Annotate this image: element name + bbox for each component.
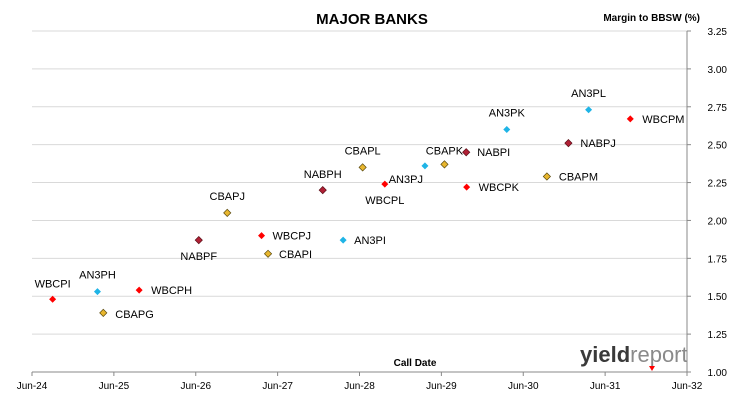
point-wbcpj — [258, 232, 266, 240]
y-tick-label: 2.75 — [708, 103, 728, 114]
y-axis-label: Margin to BBSW (%) — [603, 13, 700, 24]
point-nabpf — [194, 236, 203, 245]
point-label-cbapi: CBAPI — [279, 249, 312, 261]
point-an3pi — [339, 236, 347, 244]
point-label-cbapj: CBAPJ — [210, 191, 245, 203]
x-tick-label: Jun-25 — [99, 381, 130, 392]
point-wbcph — [135, 286, 143, 294]
point-wbcpk — [463, 183, 471, 191]
point-label-cbapl: CBAPL — [345, 145, 381, 157]
point-an3ph — [93, 288, 101, 296]
y-tick-label: 1.75 — [708, 254, 728, 265]
point-label-wbcpi: WBCPI — [35, 278, 71, 290]
x-ticks: Jun-24 Jun-25 Jun-26 Jun-27 Jun-28 Jun-29 Jun-… — [17, 381, 703, 392]
svg-text:yieldreport: yieldreport — [580, 342, 688, 367]
point-cbapi — [263, 249, 273, 258]
yieldreport-logo: yieldreport — [580, 342, 688, 371]
point-label-cbapg: CBAPG — [115, 309, 154, 321]
grid-layer — [32, 30, 687, 335]
point-label-wbcpm: WBCPM — [642, 114, 684, 126]
logo-yield-text: yield — [580, 342, 630, 367]
point-label-wbcpl: WBCPL — [365, 195, 404, 207]
x-axis-label: Call Date — [394, 358, 437, 369]
y-tick-label: 3.25 — [708, 27, 728, 38]
point-label-cbapk: CBAPK — [426, 145, 464, 157]
point-label-wbcpj: WBCPJ — [273, 231, 312, 243]
point-cbapk — [440, 160, 449, 169]
x-tick-label: Jun-31 — [590, 381, 621, 392]
point-cbapm — [542, 172, 551, 181]
point-label-wbcpk: WBCPK — [479, 182, 520, 194]
y-tick-label: 3.00 — [708, 65, 728, 76]
x-tick-label: Jun-24 — [17, 381, 48, 392]
y-tick-label: 1.25 — [708, 330, 728, 341]
y-tick-label: 1.50 — [708, 292, 728, 303]
point-nabpi — [462, 148, 471, 157]
y-ticks: 1.00 1.25 1.50 1.75 2.00 2.25 2.50 2.75 3.00 3.25 — [708, 27, 728, 379]
point-label-wbcph: WBCPH — [151, 285, 192, 297]
chart-title: MAJOR BANKS — [316, 11, 428, 28]
point-cbapl — [358, 163, 367, 172]
point-an3pk — [503, 126, 511, 134]
x-tick-label: Jun-29 — [426, 381, 457, 392]
x-tick-label: Jun-28 — [344, 381, 375, 392]
point-wbcpi — [49, 295, 57, 303]
point-label-an3pj: AN3PJ — [389, 174, 423, 186]
x-tick-label: Jun-26 — [180, 381, 211, 392]
point-label-an3pk: AN3PK — [489, 108, 526, 120]
point-cbapg — [99, 308, 108, 317]
point-cbapj — [223, 208, 232, 217]
data-points — [49, 106, 634, 317]
point-label-nabph: NABPH — [304, 169, 342, 181]
point-nabph — [318, 186, 327, 195]
point-wbcpl — [381, 180, 389, 188]
point-label-an3pi: AN3PI — [354, 235, 386, 247]
y-tick-label: 2.25 — [708, 179, 728, 190]
point-an3pj — [421, 162, 429, 170]
point-an3pl — [585, 106, 593, 114]
x-tick-label: Jun-27 — [262, 381, 293, 392]
logo-report-text: report — [630, 342, 687, 367]
x-tick-label: Jun-32 — [672, 381, 703, 392]
logo-triangle-icon — [649, 366, 655, 371]
point-label-nabpj: NABPJ — [580, 138, 615, 150]
y-tick-label: 1.00 — [708, 368, 728, 379]
point-label-nabpf: NABPF — [180, 251, 217, 263]
x-tick-label: Jun-30 — [508, 381, 539, 392]
point-labels: WBCPI AN3PH CBAPG WBCPH NABPF CBAPJ WBCPJ CBAPI… — [35, 88, 685, 321]
y-tick-label: 2.50 — [708, 141, 728, 152]
point-label-an3ph: AN3PH — [79, 270, 116, 282]
axis-layer — [31, 30, 691, 376]
point-label-nabpi: NABPI — [477, 147, 510, 159]
y-tick-label: 2.00 — [708, 216, 728, 227]
point-nabpj — [564, 139, 573, 148]
point-label-cbapm: CBAPM — [559, 171, 598, 183]
point-wbcpm — [626, 115, 634, 123]
point-label-an3pl: AN3PL — [571, 88, 606, 100]
